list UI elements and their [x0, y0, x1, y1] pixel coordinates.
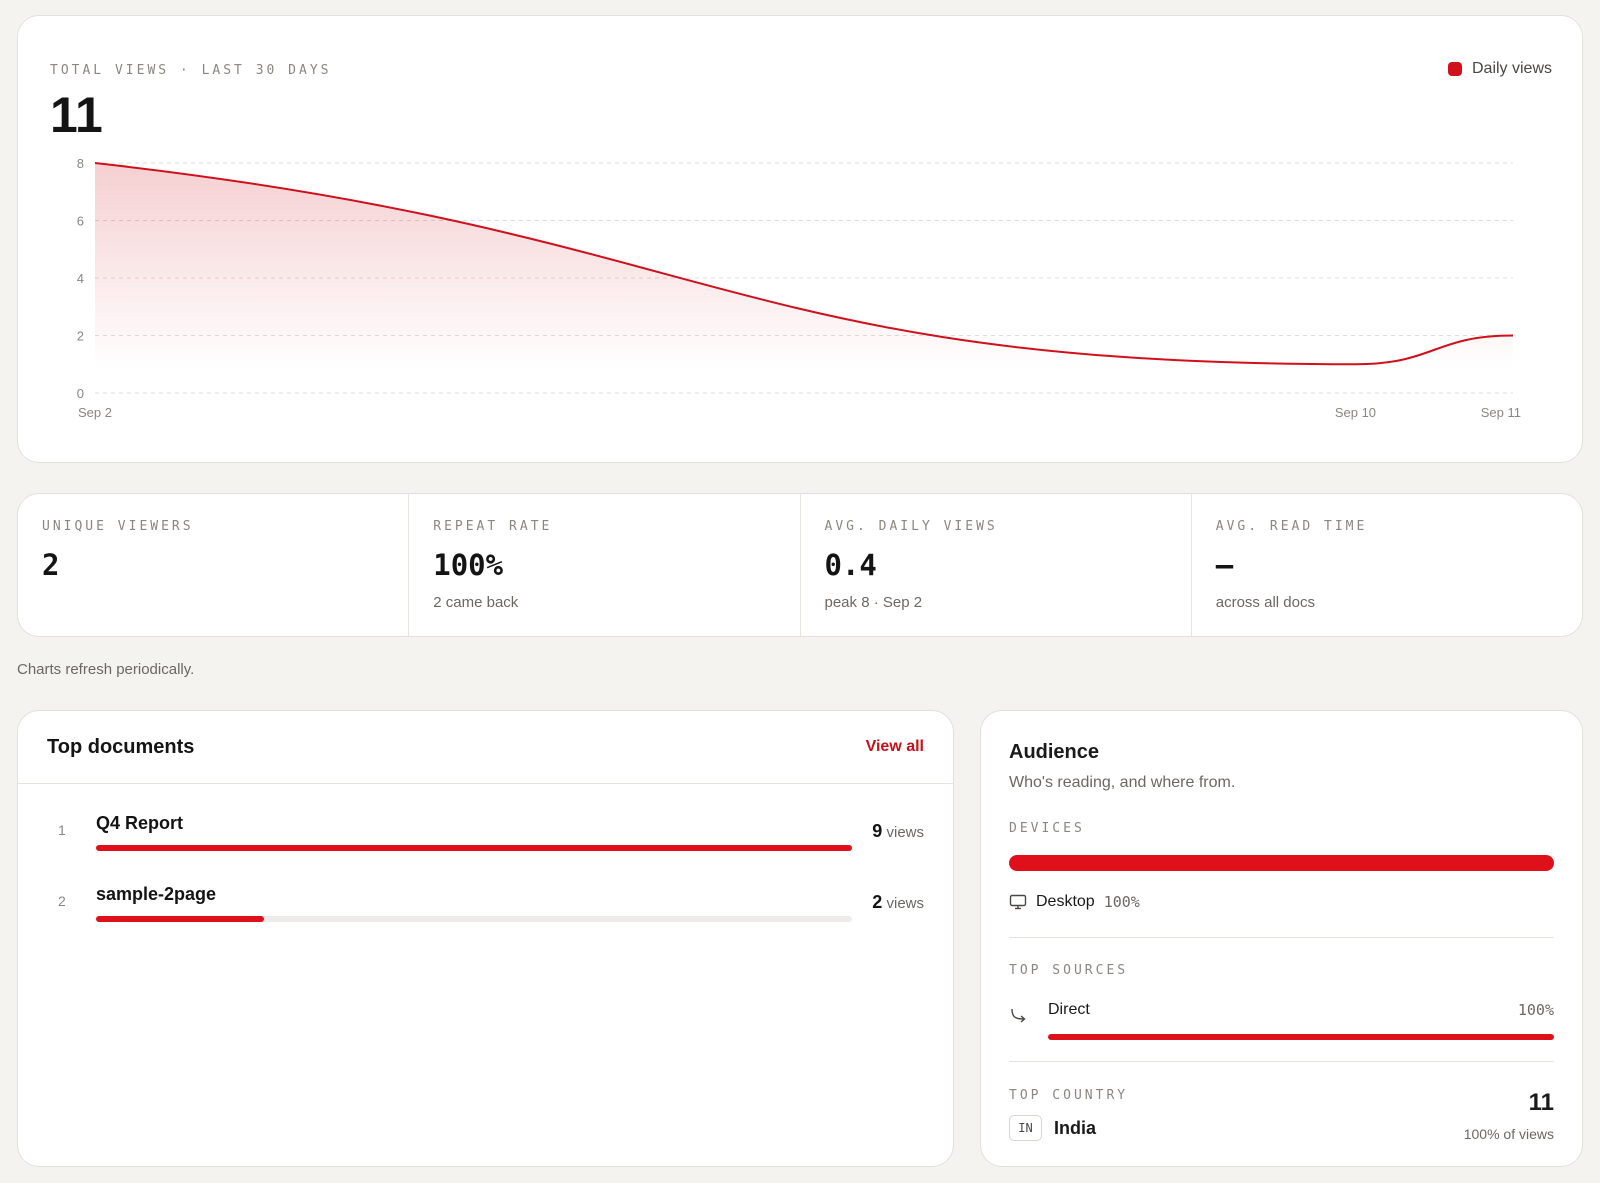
y-tick-label: 4: [77, 271, 84, 286]
source-name: Direct: [1048, 1001, 1090, 1018]
document-views: 9 views: [872, 821, 924, 842]
devices-bar: [1009, 855, 1554, 871]
stat-value: 100%: [433, 548, 504, 582]
audience-title: Audience: [1009, 741, 1100, 763]
y-tick-label: 8: [77, 156, 84, 171]
divider: [1009, 937, 1554, 938]
stat-avg-daily-views: AVG. DAILY VIEWS 0.4 peak 8 · Sep 2: [801, 494, 1192, 636]
stat-sub: 2 came back: [433, 594, 519, 611]
chart-legend: Daily views: [1447, 60, 1552, 78]
stat-sub: across all docs: [1215, 594, 1315, 611]
redirect-arrow-icon: [1011, 1008, 1026, 1023]
document-name[interactable]: sample-2page: [96, 884, 217, 904]
document-rank: 2: [58, 893, 66, 909]
document-bar-track: [96, 845, 852, 851]
stat-sub: peak 8 · Sep 2: [824, 594, 923, 611]
stat-repeat-rate: REPEAT RATE 100% 2 came back: [409, 494, 801, 636]
top-documents-title: Top documents: [47, 735, 195, 758]
y-tick-label: 2: [77, 329, 84, 344]
stat-label: REPEAT RATE: [433, 519, 553, 534]
audience-card: Audience Who's reading, and where from. …: [980, 710, 1583, 1167]
country-view-count: 11: [1528, 1089, 1554, 1116]
source-bar: [1048, 1034, 1554, 1040]
x-tick-label: Sep 11: [1481, 405, 1521, 420]
legend-swatch: [1447, 62, 1462, 76]
chart-eyebrow: TOTAL VIEWS · LAST 30 DAYS: [50, 63, 332, 78]
country-share: 100% of views: [1463, 1126, 1554, 1142]
x-tick-label: Sep 10: [1335, 405, 1376, 420]
stat-label: AVG. READ TIME: [1215, 519, 1368, 534]
device-percent: 100%: [1103, 893, 1140, 911]
total-views-card: TOTAL VIEWS · LAST 30 DAYS 11 Daily view…: [17, 15, 1583, 463]
stat-value: 2: [42, 548, 60, 582]
top-sources-label: TOP SOURCES: [1009, 963, 1129, 978]
document-row[interactable]: 2 sample-2page 2 views: [18, 855, 953, 926]
top-documents-card: Top documents View all 1 Q4 Report 9 vie…: [17, 710, 954, 1167]
views-chart: 0 2 4 6 8 Sep 2 Sep 10 Sep 11: [77, 156, 1521, 420]
top-documents-header: Top documents View all: [18, 711, 953, 784]
document-views: 2 views: [872, 892, 924, 913]
country-code-badge: IN: [1009, 1115, 1042, 1141]
document-view-count: 9: [872, 821, 883, 841]
stat-label: AVG. DAILY VIEWS: [824, 519, 998, 534]
y-tick-label: 0: [77, 386, 84, 401]
views-unit: views: [886, 824, 924, 841]
audience-subtitle: Who's reading, and where from.: [1009, 774, 1236, 791]
top-country-label: TOP COUNTRY: [1009, 1088, 1129, 1103]
views-unit: views: [886, 895, 924, 912]
stat-value: —: [1215, 548, 1234, 582]
y-tick-label: 6: [77, 214, 84, 229]
stat-label: UNIQUE VIEWERS: [42, 519, 194, 534]
x-tick-label: Sep 2: [78, 405, 112, 420]
document-rank: 1: [58, 822, 66, 838]
device-name: Desktop: [1036, 893, 1095, 910]
document-row[interactable]: 1 Q4 Report 9 views: [18, 784, 953, 855]
divider: [1009, 1061, 1554, 1062]
series-line: [94, 162, 1514, 366]
stat-unique-viewers: UNIQUE VIEWERS 2: [18, 494, 410, 636]
document-bar-fill: [96, 845, 852, 851]
country-name: India: [1054, 1118, 1097, 1138]
devices-label: DEVICES: [1009, 821, 1085, 836]
document-view-count: 2: [872, 892, 883, 912]
stat-avg-read-time: AVG. READ TIME — across all docs: [1192, 494, 1582, 636]
legend-label: Daily views: [1471, 60, 1552, 77]
view-all-link[interactable]: View all: [865, 738, 924, 755]
source-percent: 100%: [1517, 1001, 1554, 1019]
series-area: [95, 163, 1513, 393]
document-bar-track: [96, 916, 852, 922]
document-bar-fill: [96, 916, 264, 922]
refresh-note: Charts refresh periodically.: [17, 661, 195, 678]
stat-value: 0.4: [824, 548, 877, 582]
monitor-icon: [1009, 894, 1027, 910]
total-views-value: 11: [50, 87, 103, 143]
document-name[interactable]: Q4 Report: [96, 813, 184, 833]
device-desktop-row: Desktop 100%: [1009, 893, 1140, 911]
stats-row: UNIQUE VIEWERS 2 REPEAT RATE 100% 2 came…: [17, 493, 1583, 637]
